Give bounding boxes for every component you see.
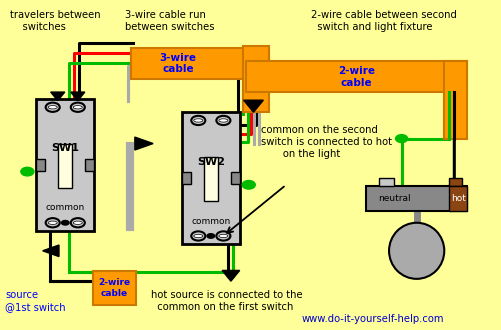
Text: common: common [46,203,85,213]
Text: common on the second
switch is connected to hot
       on the light: common on the second switch is connected… [261,125,391,159]
Text: 2-wire
cable: 2-wire cable [337,66,374,88]
Circle shape [216,231,230,241]
Bar [243,46,268,112]
Circle shape [395,135,407,143]
Text: SW2: SW2 [196,157,224,167]
Bar [203,157,217,201]
Circle shape [191,231,205,241]
Circle shape [61,220,70,226]
Ellipse shape [218,234,227,238]
Bar [448,186,466,211]
Text: hot source is connected to the
  common on the first switch: hot source is connected to the common on… [150,290,302,312]
Circle shape [241,181,255,189]
Polygon shape [243,100,263,112]
Text: source
@1st switch: source @1st switch [5,290,66,312]
Bar [448,178,461,186]
Polygon shape [71,92,85,101]
Bar [85,159,94,171]
Polygon shape [43,245,59,257]
Text: www.do-it-yourself-help.com: www.do-it-yourself-help.com [301,314,443,323]
Circle shape [46,103,60,112]
Text: 3-wire cable run
between switches: 3-wire cable run between switches [125,10,214,31]
Bar [58,144,72,188]
Ellipse shape [388,223,443,279]
Bar [366,186,466,211]
Ellipse shape [193,234,202,238]
Polygon shape [221,271,239,281]
Circle shape [216,116,230,125]
Ellipse shape [193,119,202,122]
Ellipse shape [73,221,82,224]
Circle shape [21,167,34,176]
Polygon shape [135,137,153,150]
Bar [378,178,393,186]
Bar [181,112,239,244]
Ellipse shape [73,106,82,109]
Circle shape [71,103,85,112]
Text: hot: hot [450,194,464,203]
Bar [245,61,466,92]
Ellipse shape [218,119,227,122]
Circle shape [191,116,205,125]
Text: neutral: neutral [377,194,409,203]
Polygon shape [51,92,65,101]
Circle shape [46,218,60,227]
Text: travelers between
    switches: travelers between switches [10,10,101,31]
Bar [130,48,268,79]
Text: 2-wire
cable: 2-wire cable [98,279,130,298]
Ellipse shape [48,106,57,109]
Bar [37,99,94,231]
Ellipse shape [48,221,57,224]
Bar [181,172,190,184]
Bar [93,271,135,305]
Circle shape [71,218,85,227]
Text: SW1: SW1 [51,144,79,153]
Text: 2-wire cable between second
  switch and light fixture: 2-wire cable between second switch and l… [311,10,456,31]
Circle shape [206,233,215,239]
Text: 3-wire
cable: 3-wire cable [159,53,196,75]
Bar [443,61,466,139]
Text: common: common [191,216,230,226]
Bar [230,172,239,184]
Bar [37,159,46,171]
